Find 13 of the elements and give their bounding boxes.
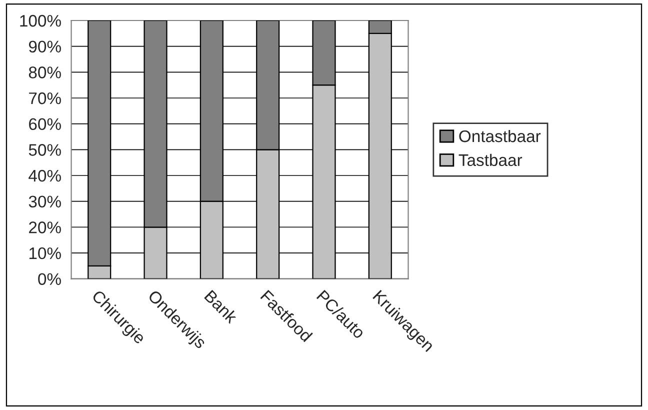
y-tick-label: 100% bbox=[20, 14, 61, 27]
y-tick-label: 90% bbox=[28, 40, 61, 53]
y-tick-label: 40% bbox=[28, 170, 61, 182]
legend-label: Tastbaar bbox=[458, 154, 522, 166]
y-tick-label: 30% bbox=[28, 196, 61, 208]
y-tick-label: 80% bbox=[28, 66, 61, 78]
y-tick-label: 10% bbox=[29, 247, 61, 260]
y-tick-label: 50% bbox=[28, 144, 61, 156]
y-tick-label: 0% bbox=[38, 273, 61, 286]
y-tick-label: 70% bbox=[29, 92, 61, 104]
legend-label: Ontastbaar bbox=[459, 130, 541, 142]
y-tick-label: 60% bbox=[29, 118, 61, 130]
y-tick-label: 20% bbox=[29, 222, 61, 234]
